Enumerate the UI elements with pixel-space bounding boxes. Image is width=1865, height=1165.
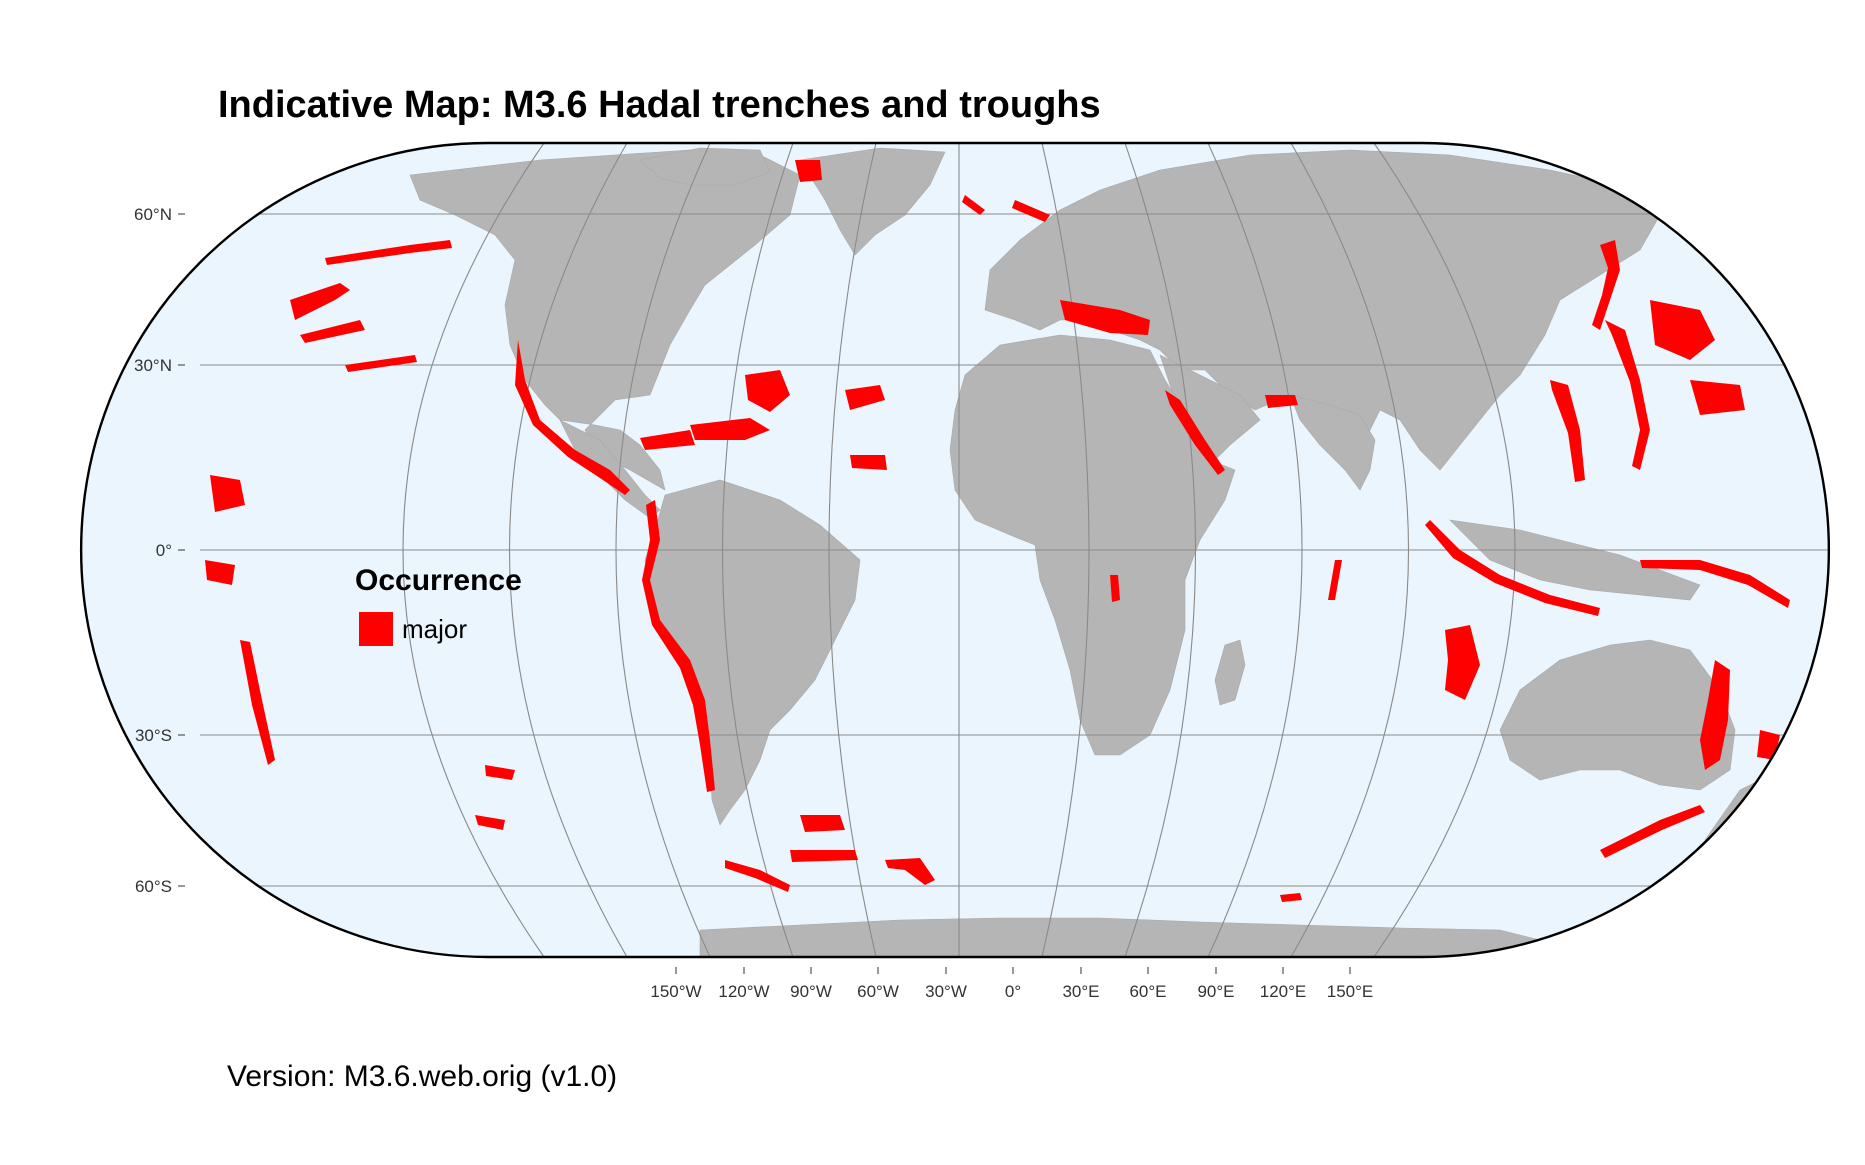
scotia-troughs <box>885 858 935 885</box>
australia-land <box>1499 639 1736 791</box>
y-tick-label: 30°N <box>134 356 172 375</box>
y-tick-label: 60°N <box>134 205 172 224</box>
south-pacific-deep <box>485 765 515 780</box>
south-west-pacific-troughs <box>1757 730 1780 760</box>
x-tick-label: 90°W <box>790 982 832 1001</box>
central-pacific-deep <box>205 560 235 585</box>
globe-outline <box>79 141 1831 959</box>
legend-swatch-major <box>359 612 393 646</box>
x-tick-label: 150°W <box>650 982 701 1001</box>
mediterranean-troughs <box>1060 300 1150 335</box>
aleutian-trench <box>325 240 452 265</box>
west-pacific-troughs <box>1650 300 1715 360</box>
sunda-java-trench <box>1425 520 1600 616</box>
meridian-30e <box>1041 143 1090 957</box>
x-tick-label: 30°E <box>1062 982 1099 1001</box>
norwegian-trough <box>1012 200 1050 222</box>
x-tick-label: 0° <box>1005 982 1021 1001</box>
legend: Occurrence major <box>355 564 522 646</box>
map-title: Indicative Map: M3.6 Hadal trenches and … <box>218 84 1101 126</box>
gulf-of-oman-trough <box>1265 395 1298 408</box>
north-america-land <box>409 149 801 491</box>
middle-america-trench <box>515 340 630 495</box>
north-pacific-troughs-2 <box>300 320 365 343</box>
north-pacific-troughs-3 <box>345 355 417 372</box>
x-tick-label: 60°E <box>1129 982 1166 1001</box>
south-sandwich-trench <box>790 850 858 862</box>
tonga-east-trench <box>240 640 275 765</box>
occurrence-layer <box>205 160 1790 902</box>
labrador-trough <box>795 160 822 182</box>
atlantic-fracture-north-2 <box>850 455 887 470</box>
tonga-kermadec-trench <box>1700 660 1730 770</box>
atlantic-fracture-north <box>845 385 885 410</box>
x-tick-label: 150°E <box>1327 982 1374 1001</box>
caribbean-trough <box>640 430 695 450</box>
y-axis: 60°N 30°N 0° 30°S 60°S <box>134 205 185 896</box>
meridian-30w <box>828 143 877 957</box>
central-atlantic-fracture <box>1110 575 1120 602</box>
southeast-asia-islands-land <box>1449 519 1701 601</box>
arctic-islands-land <box>639 147 771 186</box>
y-tick-label: 0° <box>156 541 172 560</box>
hikurangi-trough <box>1600 805 1705 858</box>
west-pacific-troughs-2 <box>1690 380 1745 415</box>
x-axis: 150°W 120°W 90°W 60°W 30°W 0° 30°E 60°E … <box>650 967 1373 1001</box>
meridian-60e <box>1124 143 1197 957</box>
new-guinea-trench <box>1640 560 1790 608</box>
meridian-90w <box>615 143 711 957</box>
eurasia-land <box>984 149 1661 471</box>
meridian-150w <box>402 143 545 957</box>
bermuda-trough <box>745 370 790 412</box>
peru-chile-trench <box>642 500 715 792</box>
north-atlantic-trough <box>962 195 985 215</box>
red-sea-trough <box>1165 390 1225 475</box>
south-pacific-deep-2 <box>475 815 505 830</box>
southern-indian-trough <box>1280 893 1302 902</box>
india-land <box>1289 394 1376 491</box>
meridian-60w <box>721 143 794 957</box>
philippine-trench <box>1550 380 1585 482</box>
legend-label-major: major <box>402 614 467 644</box>
meridian-120e <box>1290 143 1410 957</box>
southern-ocean-trough <box>800 815 845 832</box>
antarctic-margin-trough <box>725 860 790 892</box>
x-tick-label: 120°E <box>1260 982 1307 1001</box>
north-pacific-troughs <box>290 283 350 320</box>
x-tick-label: 120°W <box>718 982 769 1001</box>
izu-bonin-mariana-trench <box>1605 320 1650 470</box>
version-text: Version: M3.6.web.orig (v1.0) <box>227 1060 617 1093</box>
x-tick-label: 60°W <box>857 982 899 1001</box>
y-tick-label: 60°S <box>135 877 172 896</box>
meridian-120w <box>508 143 628 957</box>
x-tick-label: 90°E <box>1197 982 1234 1001</box>
hawaiian-deep <box>210 475 245 512</box>
legend-title: Occurrence <box>355 564 522 597</box>
puerto-rico-trench <box>690 418 770 440</box>
meridian-90e <box>1207 143 1303 957</box>
indian-ocean-troughs <box>1445 625 1480 700</box>
central-indian-trough <box>1328 560 1342 600</box>
greenland-land <box>799 147 946 256</box>
graticule <box>200 143 1829 957</box>
meridian-150e <box>1373 143 1516 957</box>
madagascar-land <box>1214 639 1246 706</box>
x-tick-label: 30°W <box>925 982 967 1001</box>
y-tick-label: 30°S <box>135 726 172 745</box>
kuril-japan-trench <box>1592 240 1620 330</box>
